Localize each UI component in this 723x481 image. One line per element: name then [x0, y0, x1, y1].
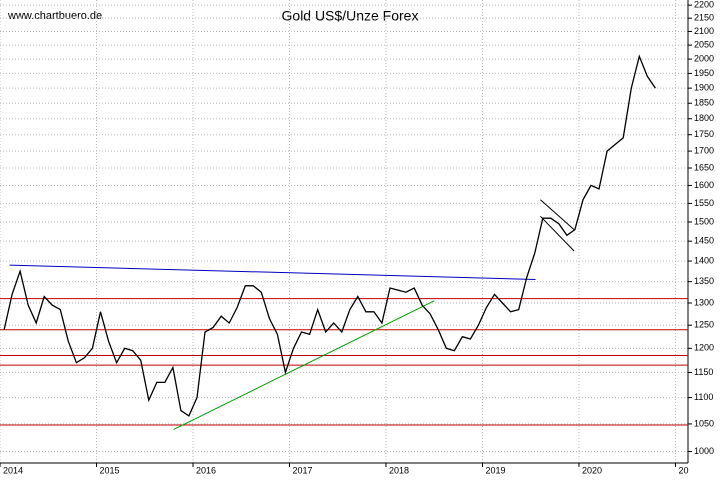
y-tick-label: 1100	[694, 392, 713, 402]
x-tick-label: 2014	[3, 465, 23, 475]
x-tick-label: 2019	[485, 465, 505, 475]
y-tick-label: 2200	[694, 0, 714, 9]
y-tick-label: 1500	[694, 216, 714, 226]
y-tick-label: 1900	[694, 83, 714, 93]
x-tick-label: 2015	[99, 465, 119, 475]
y-tick-label: 1400	[694, 255, 714, 265]
trend-line	[540, 215, 575, 252]
trend-line	[173, 300, 435, 430]
y-tick-label: 1350	[694, 276, 714, 286]
y-tick-label: 1000	[694, 446, 714, 456]
y-tick-label: 1050	[694, 418, 714, 428]
x-tick-label: 2016	[196, 465, 216, 475]
y-tick-label: 1200	[694, 343, 714, 353]
watermark: www.chartbuero.de	[7, 10, 102, 22]
y-tick-label: 1150	[694, 367, 713, 377]
x-tick-label: 20	[678, 465, 688, 475]
y-tick-label: 1650	[694, 162, 714, 172]
trend-line	[540, 199, 575, 230]
y-tick-label: 2050	[694, 39, 714, 49]
trend-line	[9, 264, 536, 280]
y-tick-label: 1800	[694, 113, 714, 123]
y-tick-label: 1250	[694, 320, 714, 330]
y-tick-label: 1750	[694, 129, 714, 139]
y-tick-label: 2000	[694, 53, 714, 63]
y-tick-label: 1600	[694, 180, 714, 190]
y-tick-label: 1450	[694, 236, 714, 246]
y-tick-label: 1700	[694, 145, 714, 155]
y-tick-label: 1300	[694, 297, 714, 307]
chart-title: Gold US$/Unze Forex	[282, 8, 419, 24]
y-tick-label: 1950	[694, 68, 714, 78]
x-tick-label: 2020	[582, 465, 602, 475]
x-tick-label: 2018	[389, 465, 409, 475]
y-tick-label: 1550	[694, 198, 714, 208]
x-tick-label: 2017	[292, 465, 312, 475]
y-tick-label: 2100	[694, 26, 714, 36]
price-line	[3, 54, 656, 417]
y-tick-label: 2150	[694, 13, 714, 23]
y-tick-label: 1850	[694, 98, 714, 108]
